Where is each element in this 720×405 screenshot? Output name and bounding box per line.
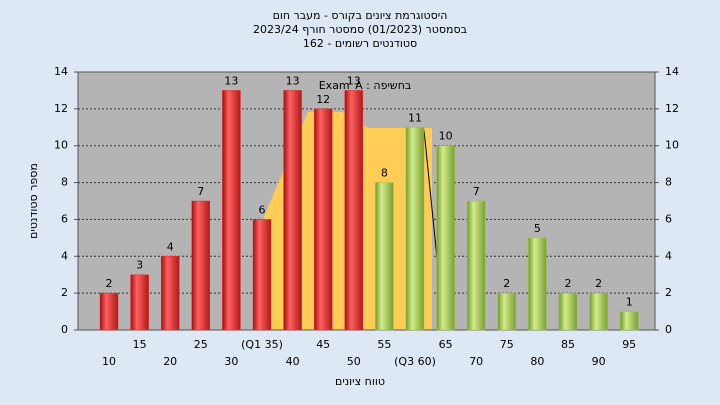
bar [191,200,211,331]
x-tick-label: 45 [316,338,330,351]
y2-tick-label: 6 [665,212,672,225]
y2-tick-label: 10 [665,139,679,152]
data-label: 11 [408,111,422,124]
x-tick-label: 95 [622,338,636,351]
x-tick-label: 70 [469,355,483,368]
bar [436,145,455,331]
data-label: 7 [473,185,480,198]
bar [619,311,639,331]
bar [344,90,364,331]
bar [497,292,517,331]
chart-subtitle: בסמסטר (01/2023) סמסטר חורף 2023/24 [253,23,467,36]
data-label: 8 [381,167,388,180]
data-label: 1 [626,296,633,309]
y2-tick-label: 8 [665,176,672,189]
x-tick-label: 10 [102,355,116,368]
plot-border [77,71,656,331]
data-label: 6 [259,203,266,216]
title-block: היסטוגרמת ציונים בקורס - מעבר חום בסמסטר… [253,9,467,50]
x-tick-label: 30 [224,355,238,368]
data-label: 4 [167,240,174,253]
data-label: 5 [534,222,541,235]
x-tick-label: 55 [377,338,391,351]
data-label: 12 [316,93,330,106]
data-label: 7 [197,185,204,198]
x-tick-label: 15 [133,338,147,351]
y-tick-label: 6 [61,212,68,225]
x-tick-label: 80 [530,355,544,368]
y2-tick-label: 0 [665,323,672,336]
bar [283,90,302,331]
x-tick-label: 40 [286,355,300,368]
y-tick-label: 14 [54,65,68,78]
data-label: 13 [286,74,300,87]
data-label: 2 [503,277,510,290]
x-tick-label: 65 [439,338,453,351]
data-label: 2 [595,277,602,290]
bar [589,292,608,331]
bar [528,237,547,331]
x-tick-label: 75 [500,338,514,351]
y-axis-label: מספר סטודנטים [27,163,40,239]
x-tick-label: (Q1 35) [241,338,283,351]
y2-tick-label: 4 [665,249,672,262]
data-label: 13 [347,74,361,87]
bar [130,274,149,331]
x-axis-label: טווח ציונים [335,375,385,388]
bar [160,256,180,331]
y-tick-label: 4 [61,249,68,262]
data-label: 3 [136,259,143,272]
bar [99,292,119,331]
bar [558,292,578,331]
data-label: 13 [224,74,238,87]
x-tick-label: 25 [194,338,208,351]
y2-tick-label: 14 [665,65,679,78]
bar [405,127,425,331]
y-tick-label: 8 [61,176,68,189]
bar [252,219,272,331]
data-label: 2 [106,277,113,290]
bar [375,182,394,331]
bar [313,108,333,331]
annotation: בחשיפה : Exam_A [319,79,412,92]
y-tick-label: 0 [61,323,68,336]
x-tick-label: 20 [163,355,177,368]
x-tick-label: 90 [592,355,606,368]
x-tick-label: 50 [347,355,361,368]
y-tick-label: 2 [61,286,68,299]
chart-subtitle: סטודנטים רשומים - 162 [303,37,417,50]
y-tick-label: 10 [54,139,68,152]
x-tick-label: (Q3 60) [394,355,436,368]
chart-title: היסטוגרמת ציונים בקורס - מעבר חום [273,9,448,22]
data-label: 10 [439,130,453,143]
x-tick-label: 85 [561,338,575,351]
median-line [423,129,438,259]
y-tick-label: 12 [54,102,68,115]
y2-tick-label: 2 [665,286,672,299]
bar [466,200,486,331]
y2-tick-label: 12 [665,102,679,115]
bar [222,90,241,331]
data-label: 2 [565,277,572,290]
